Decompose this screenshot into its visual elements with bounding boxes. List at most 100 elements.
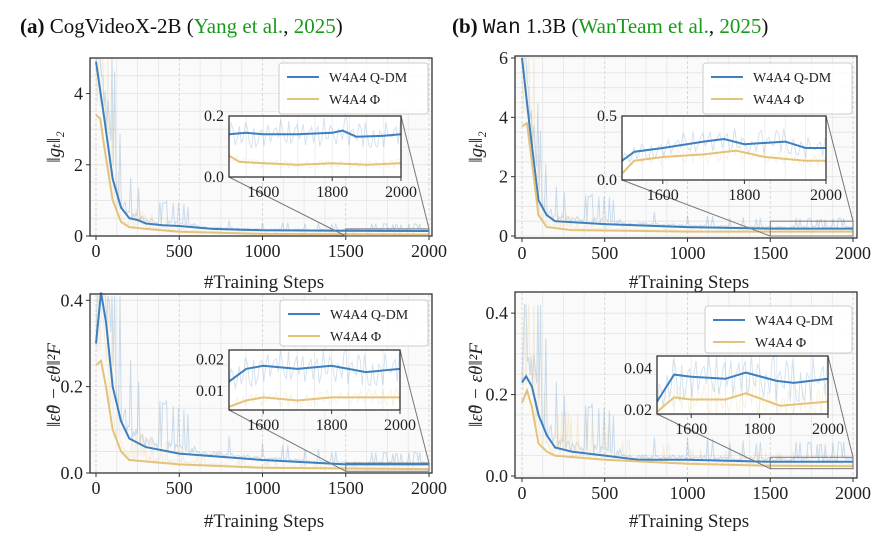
series-line-qdm [521, 374, 853, 463]
legend-label-phi: W4A4 Φ [330, 330, 381, 345]
x-tick-label: 1500 [752, 243, 788, 263]
zoom-region [345, 462, 430, 472]
plot-frame [514, 55, 858, 239]
series-line-qdm [95, 61, 430, 232]
x-tick-label: 500 [166, 241, 193, 261]
zoom-connector [228, 176, 346, 237]
plot-frame [89, 293, 433, 474]
raw-series-phi [521, 304, 854, 468]
zoom-connector [621, 179, 771, 237]
chart-panel-b-top: 0 500 1000 1500 2000 0 2 4 6 #Training Steps ‖gₜ‖₂… [466, 48, 871, 293]
series-line-phi [521, 387, 854, 468]
y-tick-label: 4 [74, 84, 83, 104]
inset-y-tick-label: 0.02 [624, 402, 652, 419]
y-tick-label: 0.4 [61, 290, 84, 310]
y-axis-label: ‖gₜ‖₂ [466, 131, 487, 163]
panel-b-tag: (b) [452, 14, 478, 38]
legend-label-phi: W4A4 Φ [329, 93, 380, 108]
inset-frame [621, 115, 827, 181]
inset-frame [228, 115, 402, 178]
y-tick-label: 0 [499, 226, 508, 246]
inset-x-tick-label: 1600 [675, 421, 707, 438]
x-tick-label: 2000 [835, 483, 871, 503]
x-axis-label: #Training Steps [204, 511, 324, 532]
chart-panel-a-bottom: 0 500 1000 1500 2000 0.0 0.2 0.4 #Training Steps… [44, 290, 447, 532]
x-tick-label: 1000 [670, 243, 706, 263]
raw-series-qdm [521, 304, 854, 464]
y-axis-label: ‖ε̂θ − εθ‖²F [466, 343, 487, 427]
paren-close: ) [335, 14, 343, 38]
x-axis-label: #Training Steps [629, 511, 749, 532]
inset-plot: 1600 1800 2000 0.0 0.2 [204, 108, 417, 201]
x-tick-label: 2000 [411, 241, 447, 261]
x-tick-label: 1500 [752, 483, 788, 503]
inset-y-tick-label: 0.02 [196, 351, 224, 368]
x-axis-label: #Training Steps [629, 272, 749, 293]
x-tick-label: 500 [166, 478, 193, 498]
panel-a-cite-year[interactable]: 2025 [293, 14, 336, 38]
panel-b-model: 1.3B [520, 14, 567, 38]
inset-y-tick-label: 0.5 [597, 108, 617, 125]
plot-frame [514, 291, 858, 479]
inset-x-tick-label: 1800 [316, 184, 348, 201]
plot-frame [89, 57, 433, 237]
legend-label-qdm: W4A4 Q-DM [753, 71, 832, 86]
inset-series-line-phi [621, 149, 826, 175]
inset-series-line-qdm [621, 137, 826, 162]
series-line-phi [95, 114, 430, 236]
zoom-connector [228, 409, 346, 472]
inset-y-tick-label: 0.01 [196, 383, 224, 400]
inset-x-tick-label: 2000 [812, 421, 844, 438]
zoom-connector [400, 115, 430, 230]
inset-raw-series [656, 354, 828, 411]
inset-x-tick-label: 1800 [728, 187, 760, 204]
panel-a-title: (a) CogVideoX-2B (Yang et al., 2025) [20, 14, 343, 39]
paren-close: ) [761, 14, 769, 38]
x-tick-label: 0 [518, 243, 527, 263]
inset-raw-series [621, 128, 826, 165]
paren-open: ( [566, 14, 579, 38]
panel-b-cite-authors[interactable]: WanTeam et al. [578, 14, 709, 38]
panel-a-tag: (a) [20, 14, 45, 38]
legend-box [702, 62, 853, 115]
zoom-region [769, 220, 854, 237]
y-tick-label: 6 [499, 48, 508, 68]
y-axis-label: ‖ε̂θ − εθ‖²F [44, 343, 65, 427]
raw-series-qdm [522, 57, 854, 230]
inset-x-tick-label: 2000 [384, 417, 416, 434]
inset-x-tick-label: 1800 [744, 421, 776, 438]
y-tick-label: 0.4 [486, 303, 509, 323]
inset-series-line-phi [228, 154, 402, 166]
inset-raw-series [228, 348, 400, 389]
inset-series-line-qdm [656, 371, 829, 403]
inset-raw-series [656, 377, 828, 416]
chart-panel-a-top: 0 500 1000 1500 2000 0 2 4 #Training Steps ‖gₜ‖₂ W… [44, 57, 447, 293]
panel-a-cite-authors[interactable]: Yang et al. [193, 14, 284, 38]
raw-series-qdm [95, 295, 430, 466]
zoom-connector [827, 355, 854, 458]
x-tick-label: 1000 [245, 241, 281, 261]
legend-box [279, 299, 429, 347]
zoom-region [345, 228, 430, 237]
panel-b-model-mono: Wan [482, 17, 521, 40]
legend-label-phi: W4A4 Φ [755, 336, 806, 351]
series-line-qdm [95, 292, 429, 466]
inset-x-tick-label: 1800 [316, 417, 348, 434]
y-axis-label: ‖gₜ‖₂ [44, 131, 65, 163]
inset-frame [656, 355, 829, 415]
inset-x-tick-label: 1600 [647, 187, 679, 204]
inset-raw-series [228, 116, 401, 150]
inset-y-tick-label: 0.0 [204, 169, 224, 186]
panel-b-cite-year[interactable]: 2025 [719, 14, 762, 38]
legend-box [278, 62, 429, 115]
zoom-region [769, 456, 854, 470]
comma: , [708, 14, 720, 38]
y-tick-label: 4 [499, 107, 508, 127]
x-tick-label: 2000 [411, 478, 447, 498]
inset-series-line-qdm [228, 129, 402, 138]
inset-y-tick-label: 0.2 [204, 108, 224, 125]
series-line-phi [95, 358, 430, 471]
zoom-connector [656, 413, 771, 470]
